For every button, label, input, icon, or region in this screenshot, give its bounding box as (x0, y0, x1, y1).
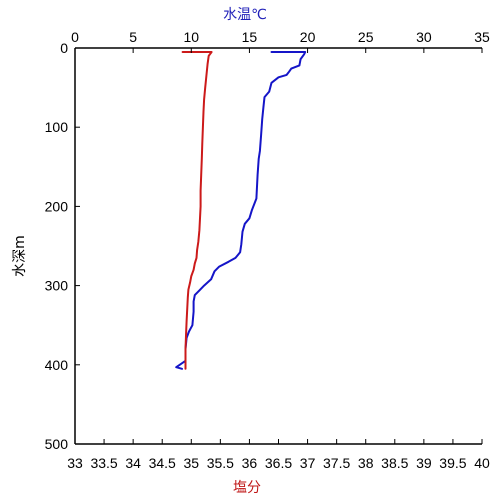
bottom-axis-title: 塩分 (233, 480, 261, 496)
bottom-tick-label: 37.5 (323, 455, 350, 471)
y-tick-label: 500 (45, 436, 69, 452)
y-tick-label: 200 (45, 198, 69, 214)
axes-layer: 0 5 10 15 20 25 30 35 33 33.5 34 34.5 35 35.5 36 36.5 37… (45, 29, 490, 471)
top-tick-label: 5 (129, 29, 137, 45)
bottom-tick-label: 34.5 (149, 455, 176, 471)
bottom-tick-label: 38.5 (381, 455, 408, 471)
top-tick-label: 35 (474, 29, 490, 45)
temperature-profile-line (175, 51, 307, 370)
y-tick-label: 300 (45, 278, 69, 294)
top-tick-label: 25 (358, 29, 374, 45)
top-tick-label: 10 (183, 29, 199, 45)
top-tick-label: 0 (71, 29, 79, 45)
bottom-tick-label: 33 (67, 455, 83, 471)
series-layer (175, 51, 307, 370)
bottom-tick-label: 39.5 (439, 455, 466, 471)
bottom-tick-label: 38 (358, 455, 374, 471)
top-tick-label: 15 (242, 29, 258, 45)
y-axis-title: 水深m (12, 235, 28, 277)
bottom-tick-label: 36.5 (265, 455, 292, 471)
y-tick-label: 400 (45, 357, 69, 373)
top-axis-title: 水温℃ (223, 7, 267, 23)
top-tick-label: 20 (300, 29, 316, 45)
bottom-tick-label: 37 (300, 455, 316, 471)
top-tick-label: 30 (416, 29, 432, 45)
y-tick-label: 100 (45, 119, 69, 135)
salinity-profile-line (181, 51, 213, 370)
bottom-tick-label: 34 (125, 455, 141, 471)
bottom-tick-label: 35 (183, 455, 199, 471)
bottom-tick-label: 40 (474, 455, 490, 471)
bottom-tick-label: 33.5 (90, 455, 117, 471)
y-tick-label: 0 (60, 40, 68, 56)
bottom-tick-label: 35.5 (207, 455, 234, 471)
bottom-tick-label: 39 (416, 455, 432, 471)
bottom-tick-label: 36 (242, 455, 258, 471)
